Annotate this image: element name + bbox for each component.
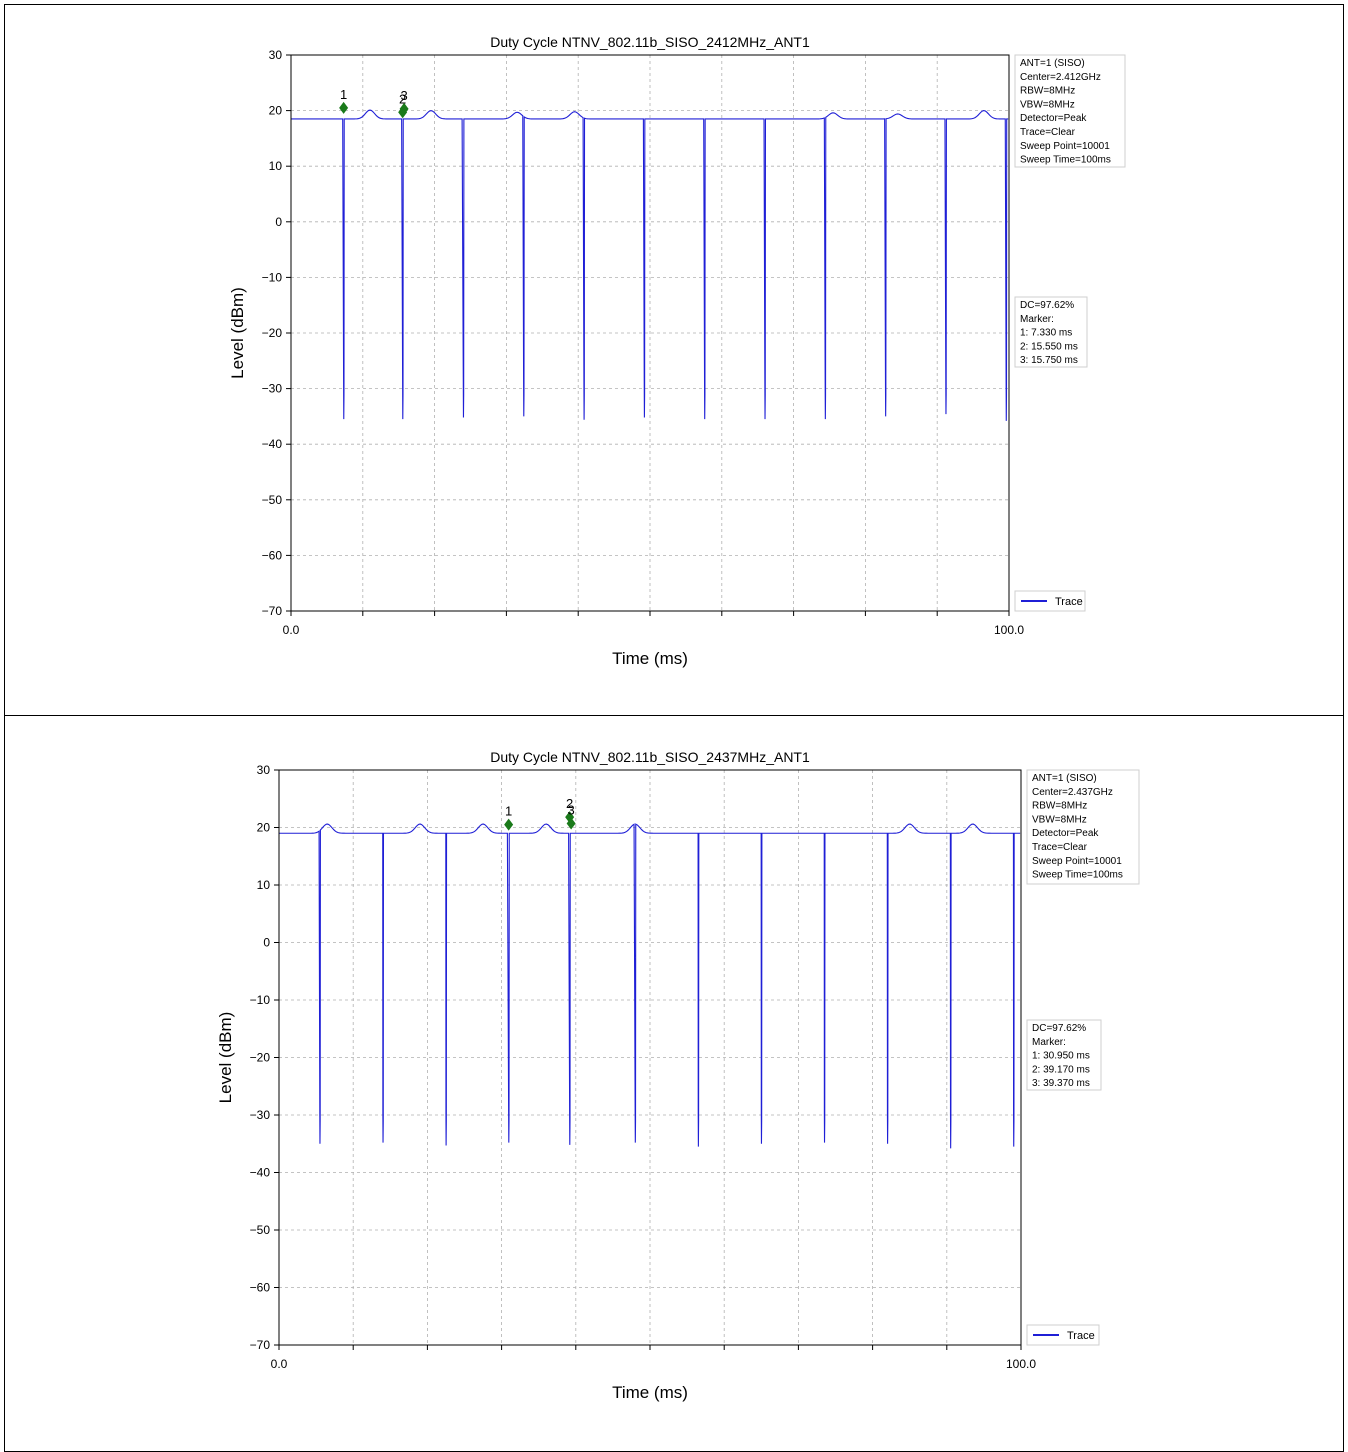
y-tick-label: −70 (250, 1338, 271, 1352)
y-tick-label: 30 (269, 48, 283, 62)
marker-3-point (566, 817, 576, 830)
duty-cycle-chart-2412mhz: 30 20 10 0 −10 −20 −30 −40 −50 −60 −700.0 100.0 1 23 D… (228, 34, 1126, 668)
x-axis-label: Time (ms) (612, 649, 688, 668)
info-box-line: Sweep Time=100ms (1020, 155, 1111, 166)
x-tick-label: 100.0 (994, 623, 1024, 637)
table-cell-2437mhz: 30 20 10 0 −10 −20 −30 −40 −50 −60 −70 0.0 100.0 1 2 3 D… (4, 716, 1344, 1452)
table-cell-2412mhz: 30 20 10 0 −10 −20 −30 −40 −50 −60 −70 0.0 100.0 1 2 3 D… (4, 4, 1344, 716)
y-tick-label: −70 (262, 604, 283, 618)
y-tick-label: 0 (275, 215, 282, 229)
info-box-line: Center=2.412GHz (1020, 72, 1101, 83)
chart-title: Duty Cycle NTNV_802.11b_SISO_2437MHz_ANT… (490, 749, 810, 765)
duty-cycle-chart-2437mhz: 30 20 10 0 −10 −20 −30 −40 −50 −60 −700.0 100.0 1 23 D… (216, 749, 1140, 1402)
legend-label: Trace (1055, 596, 1083, 608)
dc-box-line: Marker: (1020, 314, 1054, 325)
legend-box (1014, 590, 1086, 612)
x-tick-label: 0.0 (271, 1357, 288, 1371)
trace-line (291, 109, 1009, 421)
plot-frame (278, 769, 1022, 1346)
info-box (1026, 769, 1140, 885)
dc-box-line: 3: 39.370 ms (1032, 1078, 1090, 1089)
marker-3-label: 3 (400, 88, 407, 103)
marker-1-label: 1 (505, 804, 512, 819)
info-box-line: Sweep Point=10001 (1032, 856, 1122, 867)
marker-2-label: 2 (566, 796, 573, 811)
x-axis-label: Time (ms) (612, 1383, 688, 1402)
y-tick-label: 0 (263, 936, 270, 950)
y-tick-label: −60 (262, 548, 283, 562)
dc-box-line: 2: 39.170 ms (1032, 1064, 1090, 1075)
y-tick-label: 20 (269, 104, 283, 118)
info-box-line: VBW=8MHz (1032, 814, 1087, 825)
y-tick-label: −50 (250, 1223, 271, 1237)
y-tick-label: 30 (257, 763, 271, 777)
info-box-line: Detector=Peak (1020, 113, 1087, 124)
y-tick-label: −20 (262, 326, 283, 340)
marker-1-label: 1 (340, 87, 347, 102)
info-box-line: RBW=8MHz (1032, 801, 1087, 812)
y-tick-label: −60 (250, 1281, 271, 1295)
y-tick-label: −50 (262, 493, 283, 507)
dc-box-line: 3: 15.750 ms (1020, 355, 1078, 366)
grid-lines (279, 770, 1021, 1350)
info-box-line: Center=2.437GHz (1032, 787, 1113, 798)
dc-box-line: 1: 7.330 ms (1020, 328, 1072, 339)
info-box-line: ANT=1 (SISO) (1020, 58, 1085, 69)
marker-3-point (399, 102, 409, 115)
x-tick-label: 100.0 (1006, 1357, 1036, 1371)
y-tick-label: 10 (269, 159, 283, 173)
plot-frame (290, 54, 1010, 612)
trace-line (279, 823, 1021, 1149)
y-tick-label: 20 (257, 821, 271, 835)
marker-2-point (565, 811, 575, 824)
y-tick-label: 10 (257, 878, 271, 892)
dc-box-line: DC=97.62% (1020, 300, 1074, 311)
dc-box-line: 1: 30.950 ms (1032, 1051, 1090, 1062)
y-tick-label: −40 (250, 1166, 271, 1180)
info-box-line: ANT=1 (SISO) (1032, 773, 1097, 784)
info-box-line: Trace=Clear (1020, 127, 1076, 138)
info-box-line: Detector=Peak (1032, 828, 1099, 839)
y-tick-label: −40 (262, 437, 283, 451)
info-box-line: Sweep Point=10001 (1020, 141, 1110, 152)
y-tick-label: −10 (262, 270, 283, 284)
info-box-line: Sweep Time=100ms (1032, 870, 1123, 881)
info-box-line: Trace=Clear (1032, 842, 1088, 853)
chart-title: Duty Cycle NTNV_802.11b_SISO_2412MHz_ANT… (490, 34, 810, 50)
legend-label: Trace (1067, 1330, 1095, 1342)
dc-box-line: DC=97.62% (1032, 1023, 1086, 1034)
grid-lines (291, 55, 1009, 616)
y-axis-label: Level (dBm) (228, 287, 247, 379)
dc-box (1014, 296, 1088, 368)
marker-2-label: 2 (399, 91, 406, 106)
dc-box-line: Marker: (1032, 1037, 1066, 1048)
marker-3-label: 3 (568, 802, 575, 817)
y-tick-label: −20 (250, 1051, 271, 1065)
y-tick-label: −30 (262, 382, 283, 396)
y-tick-label: −10 (250, 993, 271, 1007)
y-axis-label: Level (dBm) (216, 1012, 235, 1104)
legend-box (1026, 1324, 1100, 1346)
dc-box (1026, 1019, 1102, 1091)
marker-1-point (339, 101, 349, 114)
info-box-line: VBW=8MHz (1020, 99, 1075, 110)
info-box (1014, 54, 1126, 168)
dc-box-line: 2: 15.550 ms (1020, 341, 1078, 352)
y-tick-label: −30 (250, 1108, 271, 1122)
info-box-line: RBW=8MHz (1020, 86, 1075, 97)
marker-1-point (504, 818, 514, 831)
x-tick-label: 0.0 (283, 623, 300, 637)
